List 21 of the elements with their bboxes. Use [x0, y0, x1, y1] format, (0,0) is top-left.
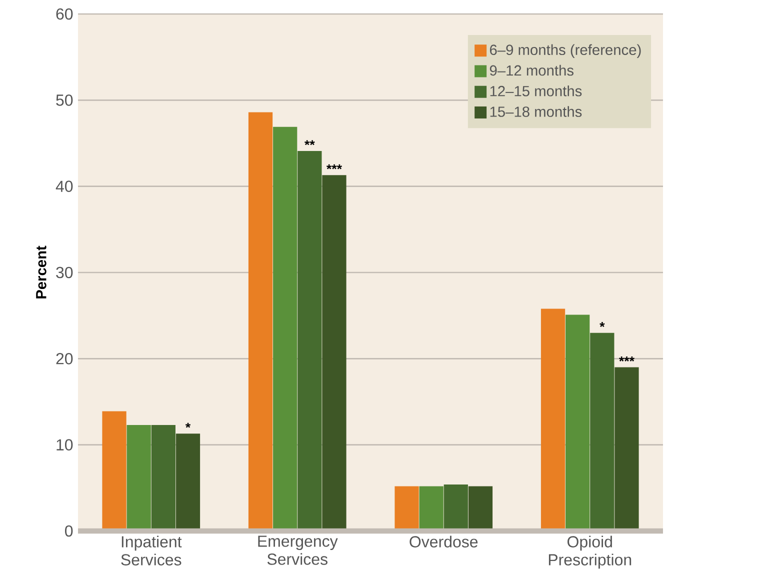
legend-label: 12–15 months [490, 86, 582, 96]
annotation: * [600, 322, 605, 327]
legend-label: 6–9 months (reference) [490, 44, 641, 58]
y-tick-label: 10 [56, 439, 73, 450]
y-tick-label: 30 [56, 266, 73, 278]
x-tick-label: Opioid Prescription [548, 536, 632, 569]
y-tick-label: 40 [56, 180, 73, 192]
annotation: ** [304, 140, 315, 146]
x-tick-label: Overdose [410, 536, 478, 548]
legend-label: 9–12 months [490, 64, 574, 76]
x-tick-label: Inpatient Services [121, 536, 182, 566]
y-axis-title: Percent [36, 246, 46, 298]
annotation: *** [618, 356, 635, 362]
y-tick-label: 20 [56, 353, 73, 364]
y-tick-label: 0 [65, 525, 73, 537]
y-tick-label: 60 [56, 8, 73, 20]
x-tick-label: Emergency Services [258, 536, 338, 565]
y-tick-label: 50 [56, 94, 73, 106]
annotation: * [185, 422, 191, 428]
annotation: *** [326, 164, 342, 170]
legend-label: 15–18 months [490, 106, 582, 117]
